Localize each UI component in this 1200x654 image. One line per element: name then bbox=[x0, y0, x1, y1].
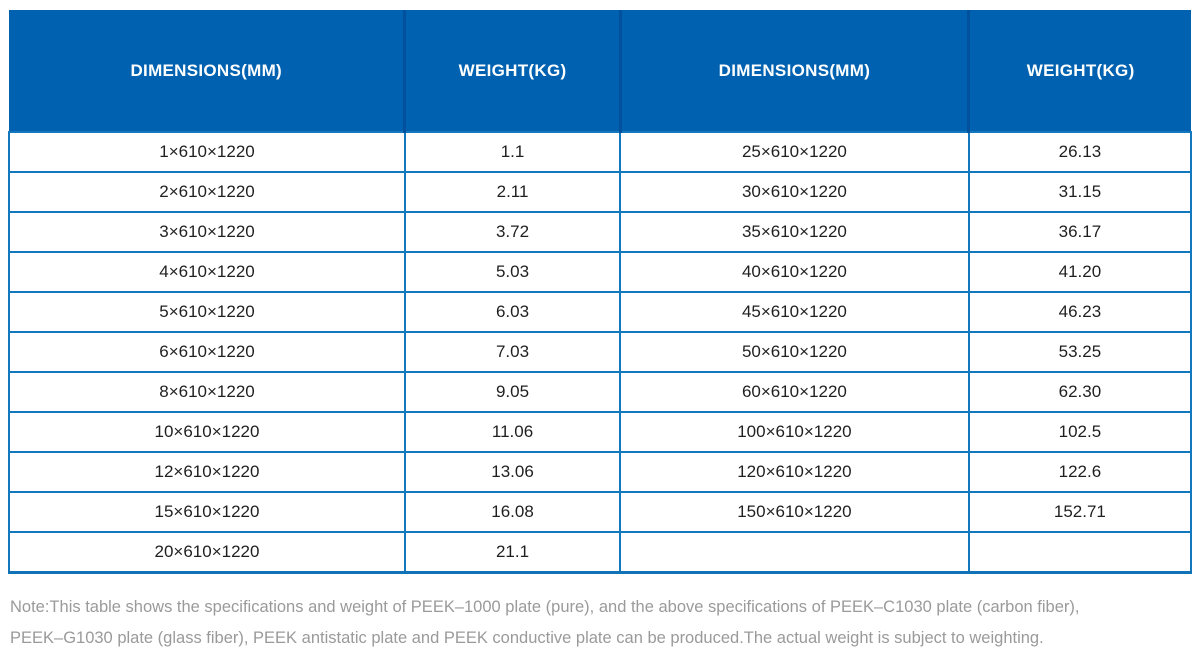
weight-cell: 16.08 bbox=[403, 492, 622, 533]
weight-cell: 41.20 bbox=[967, 252, 1193, 293]
dimension-cell: 25×610×1220 bbox=[619, 131, 970, 173]
table-row: 5×610×1220 6.03 45×610×1220 46.23 bbox=[8, 292, 1193, 333]
table-row: 2×610×1220 2.11 30×610×1220 31.15 bbox=[8, 172, 1193, 213]
dimension-cell: 150×610×1220 bbox=[619, 492, 970, 533]
header-dimensions-right: DIMENSIONS(MM) bbox=[618, 10, 969, 132]
header-weight-right: WEIGHT(KG) bbox=[967, 10, 1191, 132]
dimension-cell: 1×610×1220 bbox=[8, 131, 406, 173]
header-row: DIMENSIONS(MM) WEIGHT(KG) DIMENSIONS(MM)… bbox=[9, 10, 1191, 132]
dimension-cell: 40×610×1220 bbox=[619, 252, 970, 293]
dimension-cell: 8×610×1220 bbox=[8, 372, 406, 413]
weight-cell: 11.06 bbox=[403, 412, 622, 453]
dimension-cell: 15×610×1220 bbox=[8, 492, 406, 533]
dimension-cell: 10×610×1220 bbox=[8, 412, 406, 453]
weight-cell: 36.17 bbox=[967, 212, 1193, 253]
dimension-cell: 12×610×1220 bbox=[8, 452, 406, 493]
dimension-cell: 100×610×1220 bbox=[619, 412, 970, 453]
spec-table-body: 1×610×1220 1.1 25×610×1220 26.13 2×610×1220 2… bbox=[8, 131, 1193, 574]
note-line-1: Note:This table shows the specifications… bbox=[10, 598, 1080, 616]
weight-cell: 122.6 bbox=[967, 452, 1193, 493]
table-row: 10×610×1220 11.06 100×610×1220 102.5 bbox=[8, 412, 1193, 453]
weight-cell bbox=[967, 532, 1193, 574]
weight-cell: 2.11 bbox=[403, 172, 622, 213]
weight-cell: 46.23 bbox=[967, 292, 1193, 333]
dimension-cell: 35×610×1220 bbox=[619, 212, 970, 253]
weight-cell: 53.25 bbox=[967, 332, 1193, 373]
dimension-cell: 3×610×1220 bbox=[8, 212, 406, 253]
dimension-cell: 5×610×1220 bbox=[8, 292, 406, 333]
weight-cell: 1.1 bbox=[403, 131, 622, 173]
dimension-cell: 45×610×1220 bbox=[619, 292, 970, 333]
dimension-cell: 2×610×1220 bbox=[8, 172, 406, 213]
header-dimensions-left: DIMENSIONS(MM) bbox=[9, 10, 405, 132]
spec-table-container: DIMENSIONS(MM) WEIGHT(KG) DIMENSIONS(MM)… bbox=[8, 10, 1193, 574]
table-row: 20×610×1220 21.1 bbox=[8, 532, 1193, 574]
weight-cell: 13.06 bbox=[403, 452, 622, 493]
weight-cell: 62.30 bbox=[967, 372, 1193, 413]
weight-cell: 26.13 bbox=[967, 131, 1193, 173]
dimension-cell: 20×610×1220 bbox=[8, 532, 406, 574]
table-row: 1×610×1220 1.1 25×610×1220 26.13 bbox=[8, 131, 1193, 173]
dimension-cell: 60×610×1220 bbox=[619, 372, 970, 413]
table-row: 12×610×1220 13.06 120×610×1220 122.6 bbox=[8, 452, 1193, 493]
dimension-cell: 50×610×1220 bbox=[619, 332, 970, 373]
dimension-cell: 6×610×1220 bbox=[8, 332, 406, 373]
weight-cell: 7.03 bbox=[403, 332, 622, 373]
table-row: 3×610×1220 3.72 35×610×1220 36.17 bbox=[8, 212, 1193, 253]
table-row: 8×610×1220 9.05 60×610×1220 62.30 bbox=[8, 372, 1193, 413]
dimension-cell: 30×610×1220 bbox=[619, 172, 970, 213]
dimension-cell: 4×610×1220 bbox=[8, 252, 406, 293]
weight-cell: 21.1 bbox=[403, 532, 622, 574]
weight-cell: 152.71 bbox=[967, 492, 1193, 533]
spec-table-header: DIMENSIONS(MM) WEIGHT(KG) DIMENSIONS(MM)… bbox=[9, 10, 1191, 132]
note-text: Note:This table shows the specifications… bbox=[10, 592, 1190, 654]
spec-table: DIMENSIONS(MM) WEIGHT(KG) DIMENSIONS(MM)… bbox=[8, 10, 1193, 574]
note-line-2: PEEK–G1030 plate (glass fiber), PEEK ant… bbox=[10, 629, 1044, 647]
table-row: 15×610×1220 16.08 150×610×1220 152.71 bbox=[8, 492, 1193, 533]
table-row: 4×610×1220 5.03 40×610×1220 41.20 bbox=[8, 252, 1193, 293]
weight-cell: 31.15 bbox=[967, 172, 1193, 213]
weight-cell: 102.5 bbox=[967, 412, 1193, 453]
weight-cell: 9.05 bbox=[403, 372, 622, 413]
weight-cell: 3.72 bbox=[403, 212, 622, 253]
table-row: 6×610×1220 7.03 50×610×1220 53.25 bbox=[8, 332, 1193, 373]
weight-cell: 6.03 bbox=[403, 292, 622, 333]
dimension-cell: 120×610×1220 bbox=[619, 452, 970, 493]
dimension-cell bbox=[619, 532, 970, 574]
header-weight-left: WEIGHT(KG) bbox=[403, 10, 621, 132]
weight-cell: 5.03 bbox=[403, 252, 622, 293]
